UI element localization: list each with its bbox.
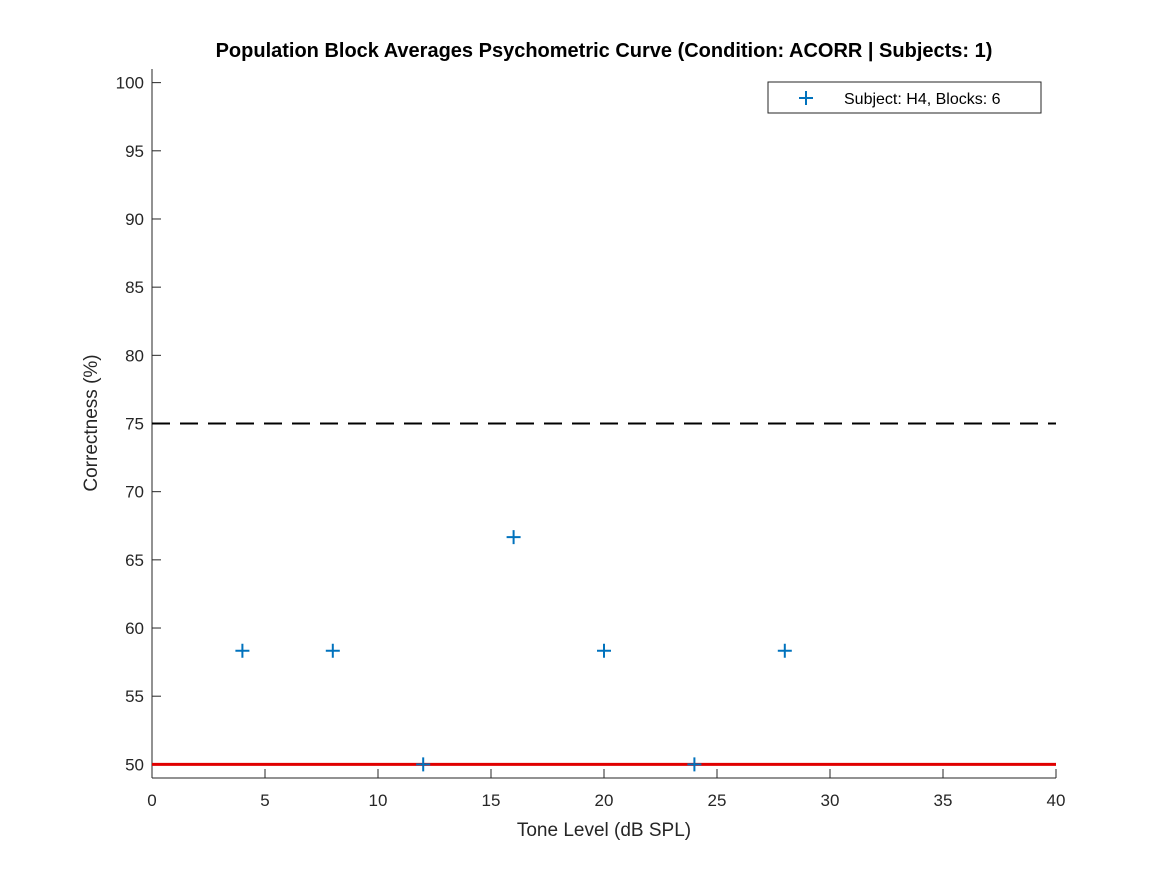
- y-tick-label: 100: [116, 74, 144, 93]
- data-point: [416, 757, 431, 772]
- legend-box: [767, 81, 1042, 114]
- x-tick-label: 0: [147, 791, 156, 810]
- x-tick-label: 15: [482, 791, 501, 810]
- x-tick-label: 35: [934, 791, 953, 810]
- y-tick-label: 85: [125, 278, 144, 297]
- x-tick-label: 20: [595, 791, 614, 810]
- x-tick-label: 5: [260, 791, 269, 810]
- data-point: [777, 643, 792, 658]
- y-tick-label: 65: [125, 551, 144, 570]
- y-tick-label: 60: [125, 619, 144, 638]
- y-tick-label: 55: [125, 687, 144, 706]
- y-tick-label: 80: [125, 346, 144, 365]
- legend-marker-icon: [799, 91, 813, 105]
- x-tick-label: 10: [369, 791, 388, 810]
- plot-area: 0 5 10 15 20 25 30 35 40 50 55 60 65 70 75 80 85 90 95 100: [116, 69, 1066, 810]
- x-tick-label: 30: [821, 791, 840, 810]
- x-axis-label: Tone Level (dB SPL): [517, 820, 691, 841]
- legend-entry-label: Subject: H4, Blocks: 6: [844, 91, 1001, 108]
- chart-title: Population Block Averages Psychometric C…: [216, 40, 993, 62]
- x-tick-label: 25: [708, 791, 727, 810]
- legend-plus-icon: [799, 91, 813, 105]
- y-axis-label: Correctness (%): [81, 354, 102, 491]
- y-tick-label: 50: [125, 755, 144, 774]
- legend: Subject: H4, Blocks: 6: [767, 81, 1042, 114]
- data-point: [687, 757, 702, 772]
- y-tick-label: 75: [125, 415, 144, 434]
- data-point: [325, 643, 340, 658]
- data-point: [506, 530, 521, 545]
- x-tick-label: 40: [1047, 791, 1066, 810]
- data-point: [235, 643, 250, 658]
- y-tick-label: 70: [125, 483, 144, 502]
- y-tick-label: 95: [125, 142, 144, 161]
- y-tick-label: 90: [125, 210, 144, 229]
- data-point: [597, 643, 611, 658]
